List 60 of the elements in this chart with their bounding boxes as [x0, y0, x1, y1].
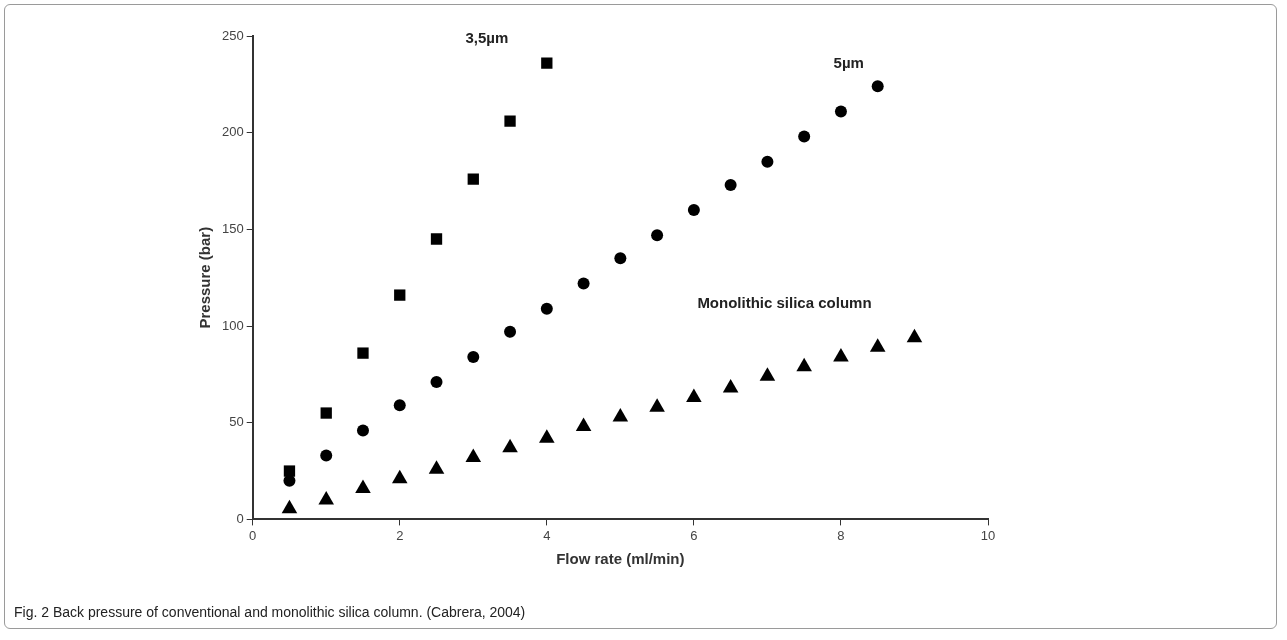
point — [541, 57, 553, 69]
point — [759, 367, 776, 381]
point — [355, 479, 371, 493]
point — [465, 448, 482, 463]
point — [869, 338, 886, 352]
series-label: Monolithic silica column — [697, 293, 872, 311]
y-tick-label: 0 — [236, 510, 244, 526]
point — [394, 289, 406, 301]
point — [320, 407, 332, 419]
point — [722, 378, 739, 393]
y-tick-label: 150 — [221, 220, 244, 236]
point — [577, 277, 590, 290]
point — [504, 115, 516, 127]
point — [393, 399, 406, 412]
x-tick-label: 10 — [980, 527, 996, 543]
y-axis-title: Pressure (bar) — [196, 226, 214, 329]
x-tick-label: 2 — [396, 527, 404, 543]
point — [796, 357, 812, 372]
point — [649, 398, 665, 412]
point — [539, 429, 555, 443]
x-axis-title: Flow rate (ml/min) — [556, 550, 685, 568]
point — [614, 252, 627, 265]
point — [540, 302, 553, 315]
point — [834, 105, 847, 118]
point — [871, 80, 884, 93]
caption: Fig. 2 Back pressure of conventional and monolithic silica column. (Cabrera, 2004) — [14, 604, 526, 620]
point — [687, 204, 700, 217]
point — [575, 417, 592, 432]
point — [651, 229, 664, 242]
x-tick-label: 6 — [690, 527, 698, 543]
y-tick-label: 50 — [229, 414, 244, 430]
point — [686, 388, 702, 403]
point — [761, 155, 774, 168]
x-tick-label: 4 — [543, 527, 551, 543]
y-tick-label: 250 — [221, 27, 244, 43]
point — [430, 233, 443, 245]
y-tick-label: 200 — [221, 124, 244, 140]
text: 3,5µm — [465, 29, 509, 47]
point — [467, 173, 479, 185]
x-tick-label: 0 — [249, 527, 257, 543]
point — [281, 499, 298, 514]
series-label: 5µm — [833, 54, 864, 72]
point — [612, 407, 629, 422]
point — [356, 424, 369, 437]
point — [428, 460, 445, 474]
x-tick-label: 8 — [837, 527, 845, 543]
point — [357, 347, 369, 359]
point — [320, 449, 333, 462]
point — [318, 491, 335, 505]
point — [724, 178, 737, 191]
point — [391, 469, 408, 484]
point — [467, 350, 480, 363]
point — [283, 465, 296, 477]
point — [502, 438, 518, 453]
point — [906, 328, 923, 343]
point — [798, 130, 811, 143]
point — [430, 376, 443, 389]
point — [833, 347, 849, 362]
y-tick-label: 100 — [221, 317, 244, 333]
point — [504, 325, 517, 338]
